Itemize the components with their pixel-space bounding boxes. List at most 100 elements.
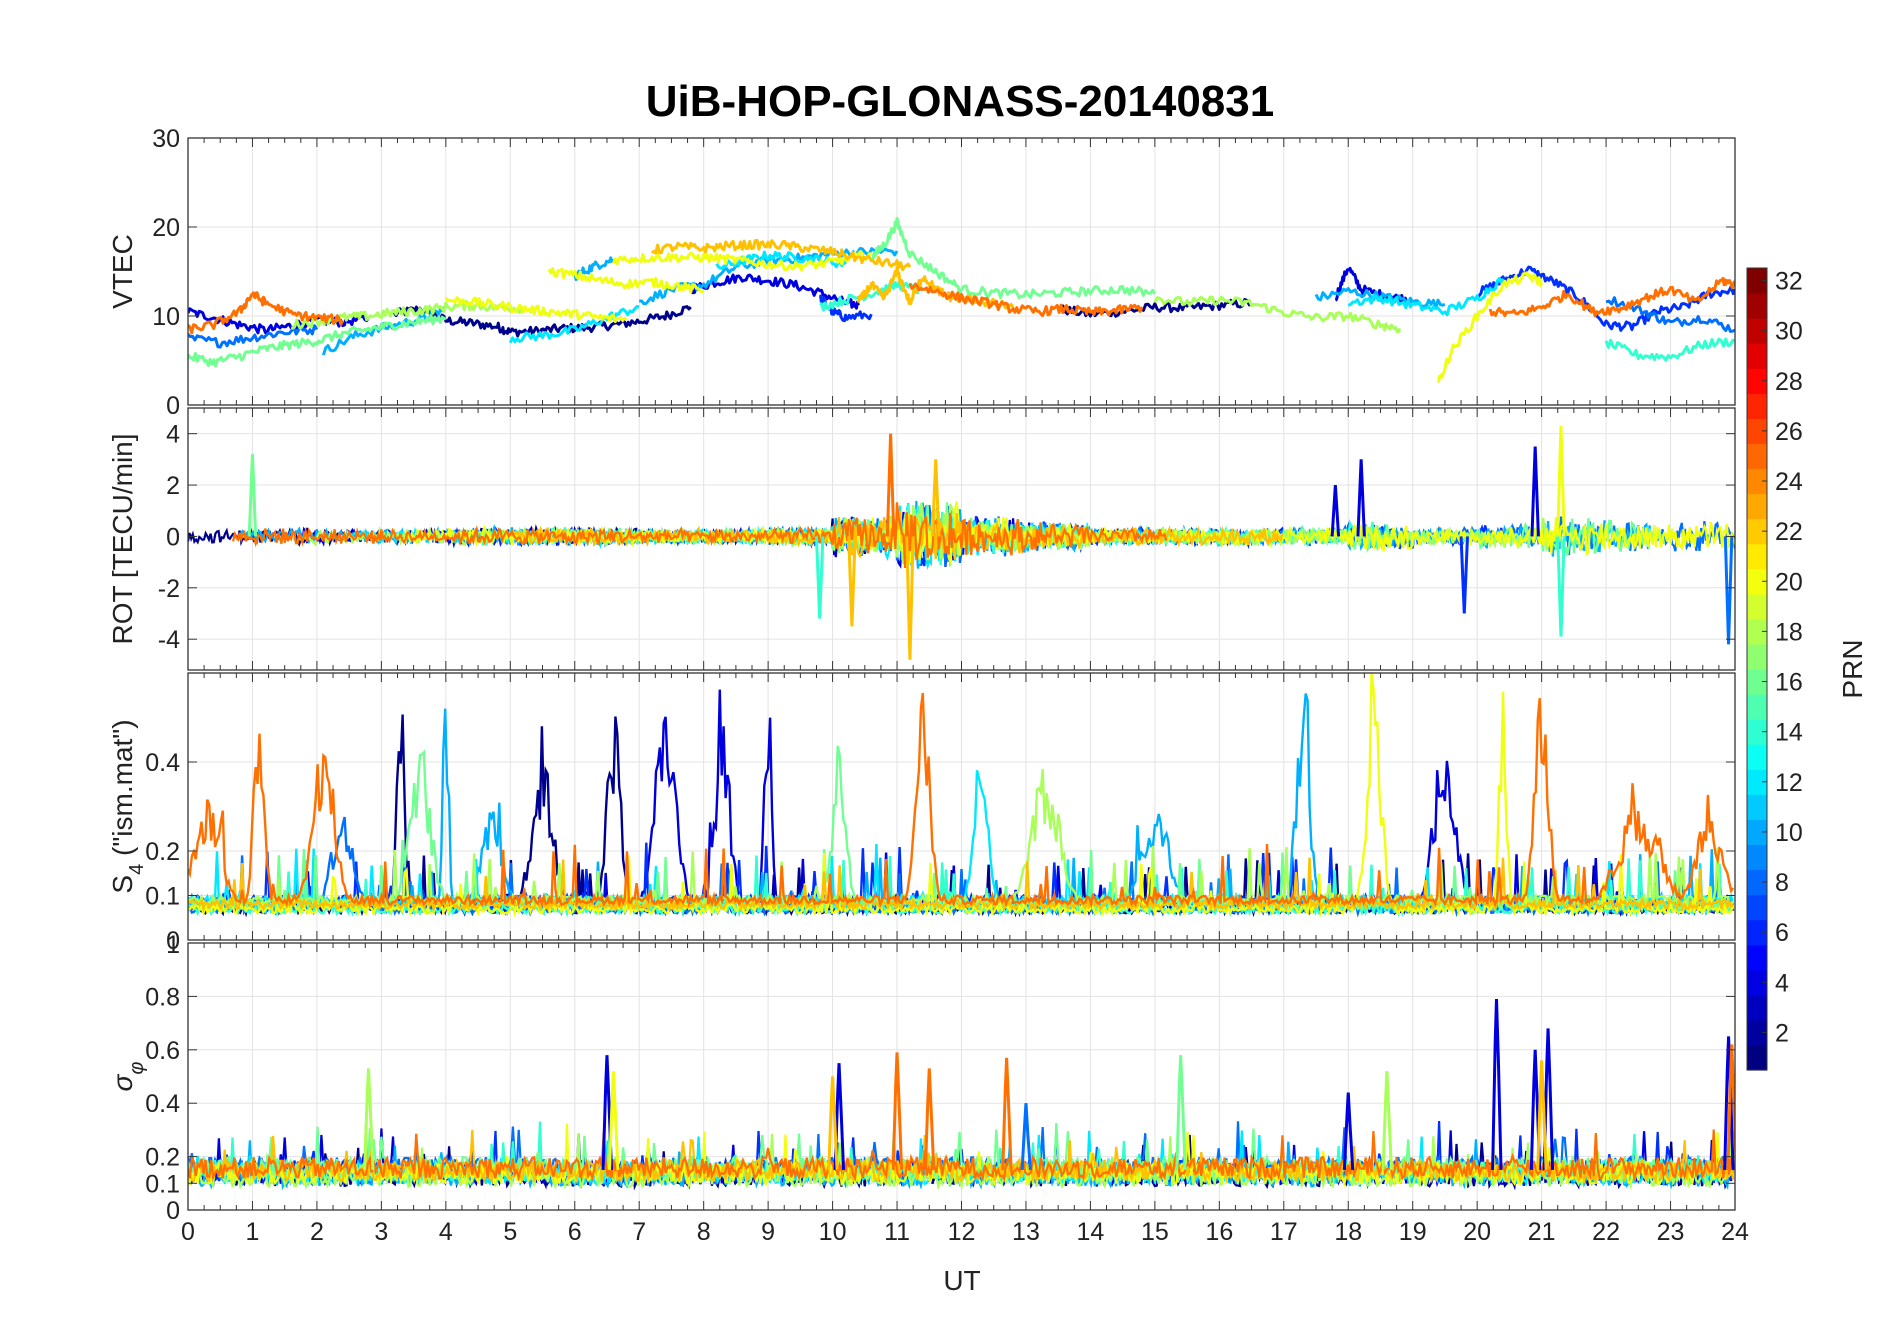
colorbar-swatch xyxy=(1747,618,1767,645)
sigma-spike xyxy=(833,1063,846,1171)
x-tick-label: 16 xyxy=(1205,1218,1233,1246)
x-tick-label: 19 xyxy=(1399,1218,1427,1246)
colorbar-swatch xyxy=(1747,719,1767,745)
colorbar-swatch xyxy=(1747,368,1767,394)
sigma-spike xyxy=(1723,1036,1735,1170)
rot-series-line xyxy=(232,502,1168,569)
colorbar-frame xyxy=(1746,267,1768,1071)
series-line-prn-4 xyxy=(1334,266,1414,305)
y-axis-label-rot: ROT [TECU/min] xyxy=(107,433,138,644)
x-tick-label: 15 xyxy=(1141,1218,1169,1246)
colorbar-swatch xyxy=(1747,969,1767,996)
colorbar-swatch xyxy=(1747,844,1767,871)
x-tick-label: 21 xyxy=(1528,1218,1556,1246)
series-line-prn-14 xyxy=(819,281,925,312)
rot-spike xyxy=(847,536,857,627)
y-tick-label: -2 xyxy=(158,575,180,603)
y-tick-label: 0.4 xyxy=(145,749,180,777)
series-line-prn-20 xyxy=(612,250,872,272)
y-tick-label: 4 xyxy=(166,421,180,449)
panel-vtec: 0 10 20 30 VTEC xyxy=(107,125,1736,420)
y-tick-label: 10 xyxy=(152,303,180,331)
y-tick-label: 0 xyxy=(166,927,180,955)
colorbar-tick-label: 10 xyxy=(1775,819,1803,847)
series-line-prn-12 xyxy=(1347,277,1505,317)
rot-spike xyxy=(1723,536,1734,645)
colorbar-swatch xyxy=(1747,543,1767,570)
x-tick-label: 11 xyxy=(884,1218,910,1246)
ylabel-subscript: 4 xyxy=(126,864,148,875)
colorbar-swatch xyxy=(1747,568,1767,595)
colorbar-swatch xyxy=(1747,293,1767,319)
sigma-spike xyxy=(1542,1028,1555,1170)
colorbar-tick-label: 30 xyxy=(1775,318,1803,346)
y-tick-label: 0.6 xyxy=(145,1037,180,1065)
colorbar-swatch xyxy=(1747,669,1767,695)
ylabel-subscript: φ xyxy=(126,1062,148,1075)
sigma-spike xyxy=(1020,1103,1032,1171)
rot-spike xyxy=(930,459,941,537)
colorbar-swatch xyxy=(1747,318,1767,344)
rot-spike xyxy=(885,433,896,537)
colorbar-tick-label: 8 xyxy=(1775,869,1789,897)
x-tick-label: 6 xyxy=(568,1218,582,1246)
x-tick-label: 18 xyxy=(1334,1218,1362,1246)
x-tick-label: 9 xyxy=(761,1218,775,1246)
series-line-prn-8 xyxy=(188,324,319,349)
x-tick-label: 3 xyxy=(374,1218,388,1246)
series-line-prn-4 xyxy=(188,307,370,335)
series-line-prn-18 xyxy=(1153,295,1402,334)
sigma-spike xyxy=(1001,1057,1013,1171)
y-tick-label: 0 xyxy=(166,1197,180,1225)
rot-spike xyxy=(1330,484,1341,537)
y-tick-label: 0.2 xyxy=(145,1144,180,1172)
series-line-prn-24 xyxy=(1488,276,1735,318)
x-axis-label: UT xyxy=(943,1265,980,1296)
colorbar-swatch xyxy=(1747,518,1767,545)
sigma-spike xyxy=(1536,1060,1548,1171)
x-tick-label: 1 xyxy=(246,1218,260,1246)
y-tick-label: -4 xyxy=(158,626,180,654)
sigma-spike xyxy=(1381,1071,1393,1171)
colorbar-tick-label: 4 xyxy=(1775,969,1789,997)
colorbar-swatch xyxy=(1747,418,1767,445)
rot-spike xyxy=(1459,536,1469,614)
series-line-prn-24 xyxy=(908,282,1144,318)
series-line-prn-2 xyxy=(393,305,692,338)
x-tick-label: 8 xyxy=(697,1218,711,1246)
sigma-series-line xyxy=(188,1123,1735,1185)
colorbar-tick-label: 16 xyxy=(1775,669,1803,697)
chart-title: UiB-HOP-GLONASS-20140831 xyxy=(646,77,1274,126)
x-tick-label: 20 xyxy=(1463,1218,1491,1246)
ylabel-main: S xyxy=(107,875,138,894)
y-tick-label: 1 xyxy=(166,931,180,959)
y-tick-label: 30 xyxy=(152,125,180,153)
colorbar-tick-label: 18 xyxy=(1775,618,1803,646)
rot-spike xyxy=(1556,536,1566,637)
colorbar-swatch xyxy=(1747,694,1767,720)
colorbar-swatch xyxy=(1747,744,1767,770)
colorbar-swatch xyxy=(1747,1044,1767,1071)
series-line-prn-24 xyxy=(188,291,345,335)
sigma-spike xyxy=(363,1068,375,1171)
colorbar-swatch xyxy=(1747,268,1767,294)
series-line-prn-14 xyxy=(1604,337,1735,362)
plot-area-s4 xyxy=(188,673,1735,918)
ylabel-main: σ xyxy=(107,1073,138,1091)
sigma-spike xyxy=(827,1076,839,1171)
colorbar-tick-label: 6 xyxy=(1775,919,1789,947)
y-axis-label-sigma: σφ xyxy=(107,1062,148,1092)
x-tick-label: 24 xyxy=(1721,1218,1749,1246)
y-tick-label: 0 xyxy=(166,392,180,420)
y-tick-label: 0.1 xyxy=(145,883,180,911)
x-axis: 0 1 2 3 4 5 6 7 8 9 10 11 12 13 14 15 16 17 18 19 20 21 22 23 24 xyxy=(181,1218,1749,1246)
y-axis-label-vtec: VTEC xyxy=(107,234,138,309)
series-line-prn-20 xyxy=(444,296,628,324)
colorbar-tick-label: 22 xyxy=(1775,518,1803,546)
x-tick-label: 17 xyxy=(1270,1218,1298,1246)
rot-spike xyxy=(1530,446,1540,537)
colorbar-tick-label: 24 xyxy=(1775,468,1803,496)
colorbar-swatch xyxy=(1747,994,1767,1021)
